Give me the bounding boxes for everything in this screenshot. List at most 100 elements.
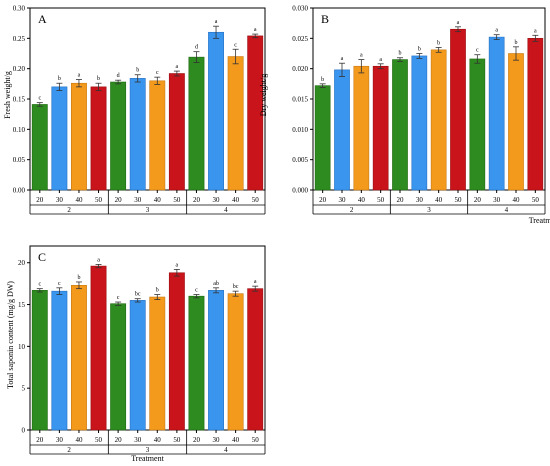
significance-letter: b (321, 77, 324, 83)
bar (227, 293, 244, 431)
group-label: 3 (146, 206, 150, 214)
chart-panel-a: 0.00 0.05 0.10 0.15 0.20 0.25 0.30 Fresh weight… (3, 5, 266, 215)
x-tick-label: 40 (358, 196, 366, 204)
bar (168, 73, 185, 191)
bar (430, 49, 447, 191)
x-tick-label: 40 (232, 436, 240, 444)
bar (411, 55, 428, 191)
chart-panel-c: 0 5 10 15 20 Total saponin content (mg/g DW) C… (6, 245, 266, 463)
significance-letter: b (515, 40, 518, 46)
bar (110, 303, 127, 431)
bar (90, 86, 107, 191)
x-tick-label: 20 (397, 196, 405, 204)
x-tick-label: 50 (95, 436, 103, 444)
y-axis-title: Total saponin content (mg/g DW) (6, 281, 15, 389)
x-tick-label: 20 (193, 196, 201, 204)
bar (488, 36, 505, 191)
significance-letter: c (117, 295, 120, 301)
significance-letter: c (476, 48, 479, 54)
group-label: 3 (427, 206, 431, 214)
chart-panel-b: 0.000 0.005 0.010 0.015 0.020 0.025 0.030 Dry w… (259, 5, 550, 226)
bar (208, 31, 224, 191)
y-tick-label: 0.000 (292, 187, 308, 195)
bar (188, 56, 205, 191)
group-label: 4 (224, 206, 228, 214)
y-axis-title: Fresh weight/g (3, 71, 12, 119)
x-tick-label: 20 (36, 196, 44, 204)
significance-letter: b (77, 275, 80, 281)
significance-letter: a (534, 28, 537, 34)
y-tick-label: 0.00 (13, 187, 26, 195)
y-tick-label: 10 (18, 343, 26, 351)
bar (51, 86, 68, 191)
x-tick-label: 30 (493, 196, 501, 204)
x-tick-label: 30 (339, 196, 347, 204)
x-axis-title: Treatment (131, 454, 164, 463)
bar (450, 28, 466, 191)
significance-letter: c (234, 42, 237, 48)
significance-letter: b (418, 47, 421, 53)
bar (372, 65, 389, 191)
significance-letter: bc (233, 284, 239, 290)
bar (31, 290, 48, 431)
x-tick-label: 20 (319, 196, 327, 204)
significance-letter: a (78, 73, 81, 79)
significance-letter: c (38, 96, 41, 102)
panel-letter: B (321, 12, 329, 26)
x-tick-label: 40 (154, 436, 162, 444)
x-tick-label: 20 (115, 196, 123, 204)
y-tick-label: 0.030 (292, 5, 308, 13)
y-tick-label: 5 (22, 385, 26, 393)
bar (227, 56, 244, 191)
bar (31, 104, 48, 191)
bar (188, 295, 205, 431)
x-tick-label: 30 (213, 196, 221, 204)
y-tick-label: 0.15 (13, 96, 26, 104)
significance-letter: d (117, 73, 120, 79)
significance-letter: b (399, 51, 402, 57)
significance-letter: c (58, 281, 61, 287)
significance-letter: b (437, 40, 440, 46)
bar (508, 53, 524, 191)
x-tick-label: 50 (95, 196, 103, 204)
significance-letter: a (379, 57, 382, 63)
panel-letter: A (38, 12, 47, 26)
significance-letter: d (195, 45, 198, 51)
y-tick-label: 0.010 (292, 126, 308, 134)
x-tick-label: 20 (193, 436, 201, 444)
y-tick-label: 0.05 (13, 156, 26, 164)
significance-letter: a (215, 19, 218, 25)
bar (71, 285, 87, 431)
significance-letter: b (58, 76, 61, 82)
x-tick-label: 50 (252, 196, 260, 204)
significance-letter: b (156, 288, 159, 294)
significance-letter: a (360, 53, 363, 59)
bar (149, 296, 166, 431)
x-tick-label: 30 (56, 436, 64, 444)
x-tick-label: 50 (252, 436, 260, 444)
y-tick-label: 0 (22, 427, 26, 435)
group-label: 4 (505, 206, 509, 214)
group-label: 2 (67, 446, 71, 454)
x-tick-label: 40 (513, 196, 521, 204)
x-axis-title: Treatment (529, 216, 550, 225)
y-tick-label: 0.025 (292, 35, 308, 43)
x-tick-label: 40 (75, 196, 83, 204)
bar (208, 290, 224, 431)
y-tick-label: 0.015 (292, 96, 308, 104)
group-label: 2 (350, 206, 354, 214)
bar (334, 69, 350, 191)
bar (129, 78, 146, 191)
x-tick-label: 20 (115, 436, 123, 444)
x-tick-label: 50 (532, 196, 540, 204)
bar (110, 81, 127, 191)
significance-letter: a (254, 27, 257, 33)
x-tick-label: 30 (416, 196, 424, 204)
x-tick-label: 50 (455, 196, 463, 204)
x-tick-label: 30 (56, 196, 64, 204)
significance-letter: a (495, 28, 498, 34)
bar (527, 38, 544, 191)
y-tick-label: 0.10 (13, 126, 26, 134)
x-tick-label: 20 (36, 436, 44, 444)
